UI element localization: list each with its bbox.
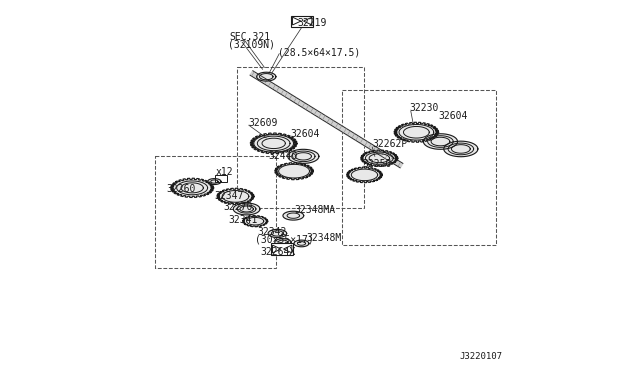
Bar [271,243,293,254]
Bar [291,16,313,27]
Polygon shape [250,133,297,154]
Polygon shape [347,167,382,183]
Polygon shape [208,179,221,185]
Text: 32348MA: 32348MA [295,205,336,215]
Polygon shape [233,203,260,215]
Text: 32341: 32341 [228,215,257,225]
Polygon shape [288,149,319,163]
Text: 32609: 32609 [249,118,278,128]
Text: 32342: 32342 [257,227,286,237]
Polygon shape [171,178,214,198]
Polygon shape [275,238,291,246]
Text: J3220107: J3220107 [459,352,502,361]
Polygon shape [294,240,309,247]
Text: 32230: 32230 [409,103,438,113]
Polygon shape [444,141,478,157]
Text: 32604: 32604 [291,129,320,139]
Text: 32219: 32219 [298,18,327,28]
Polygon shape [268,230,287,237]
Polygon shape [361,150,398,166]
Text: 32262P: 32262P [372,140,407,150]
Polygon shape [250,71,403,168]
Polygon shape [243,216,268,227]
Polygon shape [217,188,254,205]
Text: 32347: 32347 [214,190,244,201]
Text: 32604: 32604 [438,110,468,121]
Text: (28.5×64×17.5): (28.5×64×17.5) [278,48,361,58]
Text: (30×55×17): (30×55×17) [255,235,314,245]
Polygon shape [283,211,304,220]
Text: (32109N): (32109N) [228,39,275,49]
Text: x12: x12 [216,167,233,177]
Polygon shape [424,134,458,149]
Text: 32440: 32440 [268,151,298,161]
Text: 32264X: 32264X [260,247,295,257]
Text: SEC.321: SEC.321 [229,32,270,42]
Text: 32260: 32260 [166,184,196,194]
Polygon shape [394,122,438,142]
Polygon shape [257,72,276,81]
Bar [216,175,227,182]
Polygon shape [275,163,314,180]
Text: 32348M: 32348M [306,233,341,243]
Text: 32250: 32250 [363,159,392,169]
Text: 32270: 32270 [223,202,252,212]
